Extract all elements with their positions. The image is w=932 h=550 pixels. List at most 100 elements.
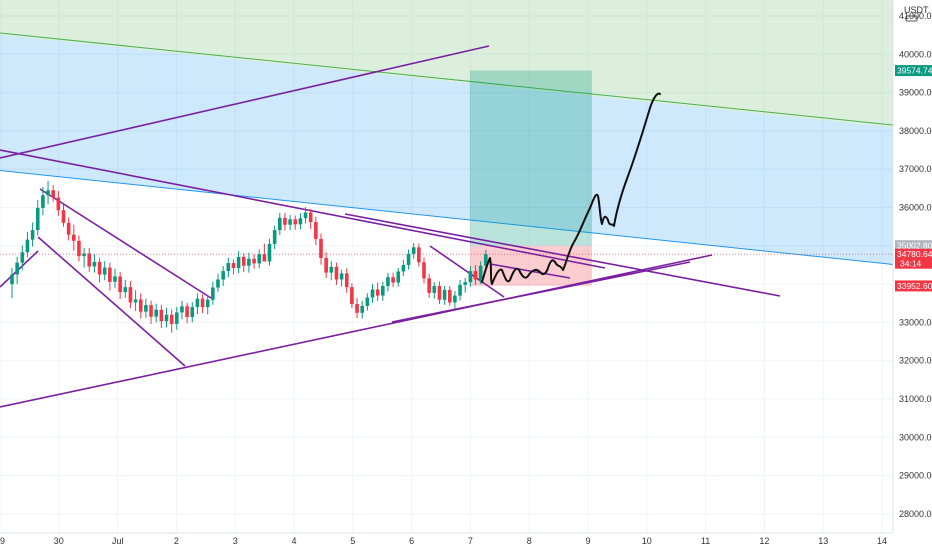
candle xyxy=(108,262,112,291)
candle-body xyxy=(169,314,174,324)
candle-body xyxy=(46,190,50,196)
candle-body xyxy=(241,256,246,266)
candle-body xyxy=(154,309,158,317)
candle-body xyxy=(437,286,442,300)
candle-body xyxy=(231,263,236,269)
candle xyxy=(247,252,251,273)
trendlines[interactable] xyxy=(0,45,781,408)
settings-icon[interactable] xyxy=(905,15,918,22)
candle xyxy=(236,251,241,273)
time-tick-label: 13 xyxy=(818,536,828,546)
candle-body xyxy=(447,289,452,303)
candle-body xyxy=(391,277,395,283)
major-uptrend-line[interactable] xyxy=(0,254,713,408)
candle xyxy=(288,215,292,231)
candle-body xyxy=(15,262,19,275)
candle-body xyxy=(298,218,303,225)
uptrend-channel-line[interactable] xyxy=(0,45,490,159)
price-tag-bg xyxy=(895,248,932,269)
candle xyxy=(381,281,385,301)
candle-body xyxy=(293,219,298,225)
price-tick-label: 32000.00 xyxy=(899,356,932,366)
time-tick-label: 4 xyxy=(291,536,296,546)
candle xyxy=(35,199,40,236)
long-position-box[interactable] xyxy=(0,70,893,286)
candle-body xyxy=(236,256,241,269)
candle xyxy=(458,279,462,301)
candle-body xyxy=(159,309,164,322)
candle-body xyxy=(381,286,385,296)
ascending-support-line[interactable] xyxy=(391,261,691,323)
candle xyxy=(396,268,401,287)
candle-body xyxy=(303,212,308,219)
inner-wedge-line-2[interactable] xyxy=(489,263,571,279)
candle-body xyxy=(329,266,334,273)
candle xyxy=(113,268,117,288)
candle-body xyxy=(478,265,483,280)
candle-body xyxy=(51,190,55,198)
candle-body xyxy=(118,276,122,293)
candle-body xyxy=(458,284,462,296)
time-axis[interactable]: 29 30 Jul 2 3 4 5 6 7 8 9 10 11 12 13 14 xyxy=(0,532,893,546)
candle xyxy=(149,300,153,324)
candle-body xyxy=(417,247,421,263)
candle xyxy=(278,212,282,236)
candle-body xyxy=(149,305,153,317)
candle xyxy=(56,191,61,216)
candle xyxy=(339,269,344,287)
price-tag-value: 35002.80 xyxy=(897,241,932,251)
candle-body xyxy=(267,243,272,262)
descending-resistance-line[interactable] xyxy=(344,213,781,297)
candle-body xyxy=(113,276,117,282)
price-tag: 39574.74 xyxy=(895,65,932,77)
candle xyxy=(375,282,380,301)
candle xyxy=(478,261,483,285)
candle-body xyxy=(252,258,256,264)
candle xyxy=(252,254,256,269)
candle-body xyxy=(123,287,128,293)
candle xyxy=(164,307,169,328)
inner-wedge-line[interactable] xyxy=(429,245,505,298)
candle xyxy=(123,279,128,298)
candle xyxy=(329,261,334,281)
candle xyxy=(133,290,138,311)
candle xyxy=(154,303,158,323)
flag-lower-line[interactable] xyxy=(37,236,186,367)
major-downtrend-line[interactable] xyxy=(0,149,606,269)
price-axis[interactable]: USDT 41000.00 40000.00 39000.00 38000.00 370… xyxy=(892,0,932,533)
candle-body xyxy=(211,287,215,300)
price-tick-label: 37000.00 xyxy=(899,164,932,174)
projection-path-line[interactable] xyxy=(481,92,661,285)
candle-body xyxy=(35,207,40,231)
price-tick-label: 36000.00 xyxy=(899,203,932,213)
candle xyxy=(262,243,267,262)
flag-upper-line[interactable] xyxy=(39,188,212,299)
candle xyxy=(10,268,14,299)
stop-zone[interactable] xyxy=(469,245,593,286)
price-tag-value: 39574.74 xyxy=(897,66,932,76)
candle xyxy=(205,294,210,315)
price-tick-label: 38000.00 xyxy=(899,126,932,136)
left-short-line[interactable] xyxy=(0,250,39,288)
candle xyxy=(422,257,426,284)
candle-body xyxy=(82,253,86,257)
candle-body xyxy=(216,279,220,288)
candle-body xyxy=(432,286,437,293)
upper-channel-fill xyxy=(0,0,893,128)
candle-body xyxy=(200,298,205,308)
candle-body xyxy=(190,307,195,318)
candle-body xyxy=(262,254,267,262)
candle-body xyxy=(283,217,287,225)
candle xyxy=(25,232,30,258)
candle xyxy=(267,238,272,266)
projection-path[interactable] xyxy=(481,92,661,285)
candle xyxy=(185,302,189,324)
price-tick-label: 39000.00 xyxy=(899,88,932,98)
time-tick-label: 12 xyxy=(759,536,769,546)
time-tick-label: 7 xyxy=(468,536,473,546)
candle xyxy=(77,235,81,262)
target-zone[interactable] xyxy=(469,70,593,246)
